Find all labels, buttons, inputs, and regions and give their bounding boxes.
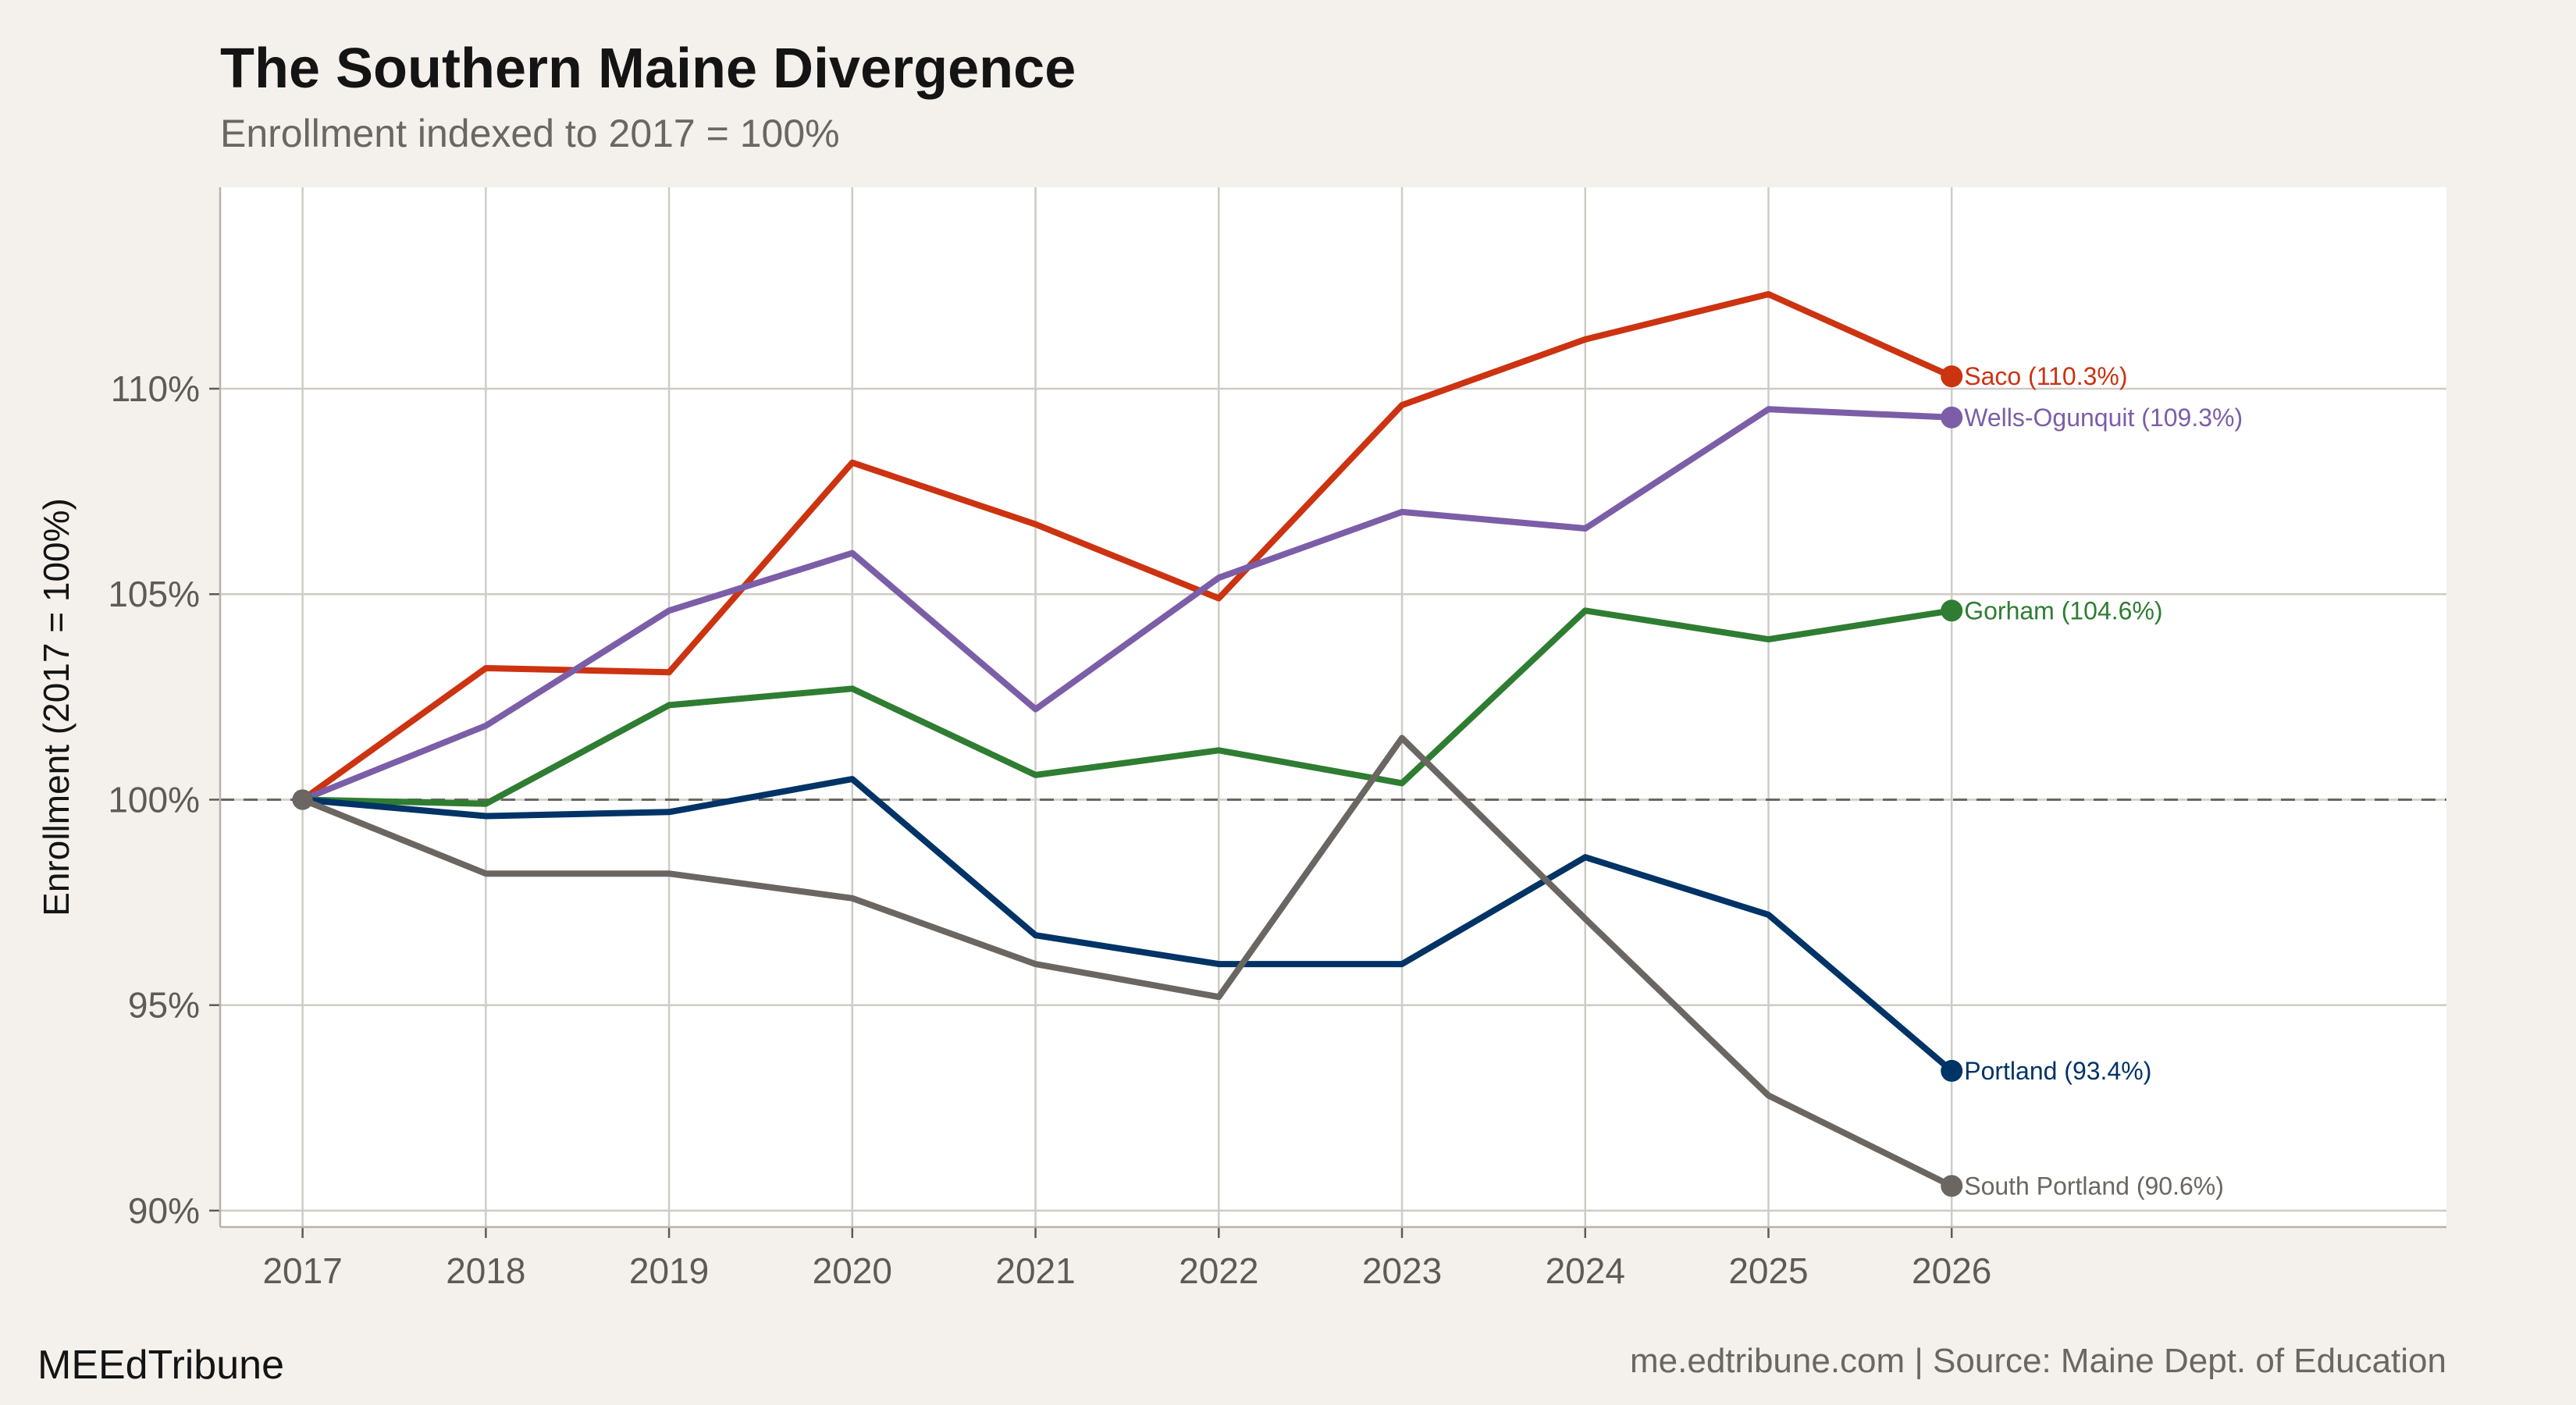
x-tick-label-2025: 2025 <box>1728 1250 1808 1291</box>
end-point-portland <box>1941 1059 1963 1082</box>
x-tick-label-2024: 2024 <box>1546 1250 1625 1291</box>
x-tick-label-2018: 2018 <box>446 1250 525 1291</box>
x-tick-label-2023: 2023 <box>1362 1250 1442 1291</box>
x-tick-label-2021: 2021 <box>995 1250 1075 1291</box>
chart-subtitle: Enrollment indexed to 2017 = 100% <box>220 112 840 155</box>
y-axis-title: Enrollment (2017 = 100%) <box>36 498 76 916</box>
y-tick-label-105: 105% <box>108 574 200 614</box>
chart-title: The Southern Maine Divergence <box>220 37 1076 100</box>
end-point-saco <box>1941 365 1963 388</box>
series-line-south-portland <box>299 735 1955 1190</box>
end-label-saco: Saco (110.3%) <box>1964 362 2127 390</box>
end-label-gorham: Gorham (104.6%) <box>1964 596 2162 624</box>
y-tick-label-95: 95% <box>128 985 200 1026</box>
end-labels: Saco (110.3%) Wells-Ogunquit (109.3%) Gorh… <box>1964 362 2243 1200</box>
end-point-gorham <box>1941 599 1963 622</box>
end-label-portland: Portland (93.4%) <box>1964 1057 2151 1085</box>
series-lines <box>292 290 1963 1197</box>
x-tick-label-2022: 2022 <box>1179 1250 1258 1291</box>
x-tick-label-2019: 2019 <box>629 1250 709 1291</box>
start-point-south-portland <box>292 789 313 810</box>
source-note: me.edtribune.com | Source: Maine Dept. o… <box>1630 1342 2446 1380</box>
series-line-gorham <box>299 607 1955 807</box>
series-line-wells-ogunquit <box>299 406 1955 803</box>
y-tick-label-100: 100% <box>108 779 200 820</box>
x-tick-label-2020: 2020 <box>813 1250 892 1291</box>
x-tick-label-2026: 2026 <box>1912 1250 1991 1291</box>
axes: 2017 2018 2019 2020 2021 2022 2023 2024 2025 2026… <box>108 187 2446 1291</box>
end-label-south-portland: South Portland (90.6%) <box>1964 1172 2224 1200</box>
plot-panel <box>220 187 2446 1227</box>
end-point-south-portland <box>1941 1175 1963 1197</box>
series-line-portland <box>299 776 1955 1074</box>
x-tick-label-2017: 2017 <box>262 1250 342 1291</box>
y-tick-label-110: 110% <box>111 368 200 409</box>
end-point-wells-ogunquit <box>1941 406 1963 429</box>
grid <box>220 187 2446 1227</box>
brand-logo-text: MEEdTribune <box>37 1343 284 1388</box>
y-tick-label-90: 90% <box>128 1190 200 1231</box>
end-label-wells-ogunquit: Wells-Ogunquit (109.3%) <box>1964 404 2243 432</box>
